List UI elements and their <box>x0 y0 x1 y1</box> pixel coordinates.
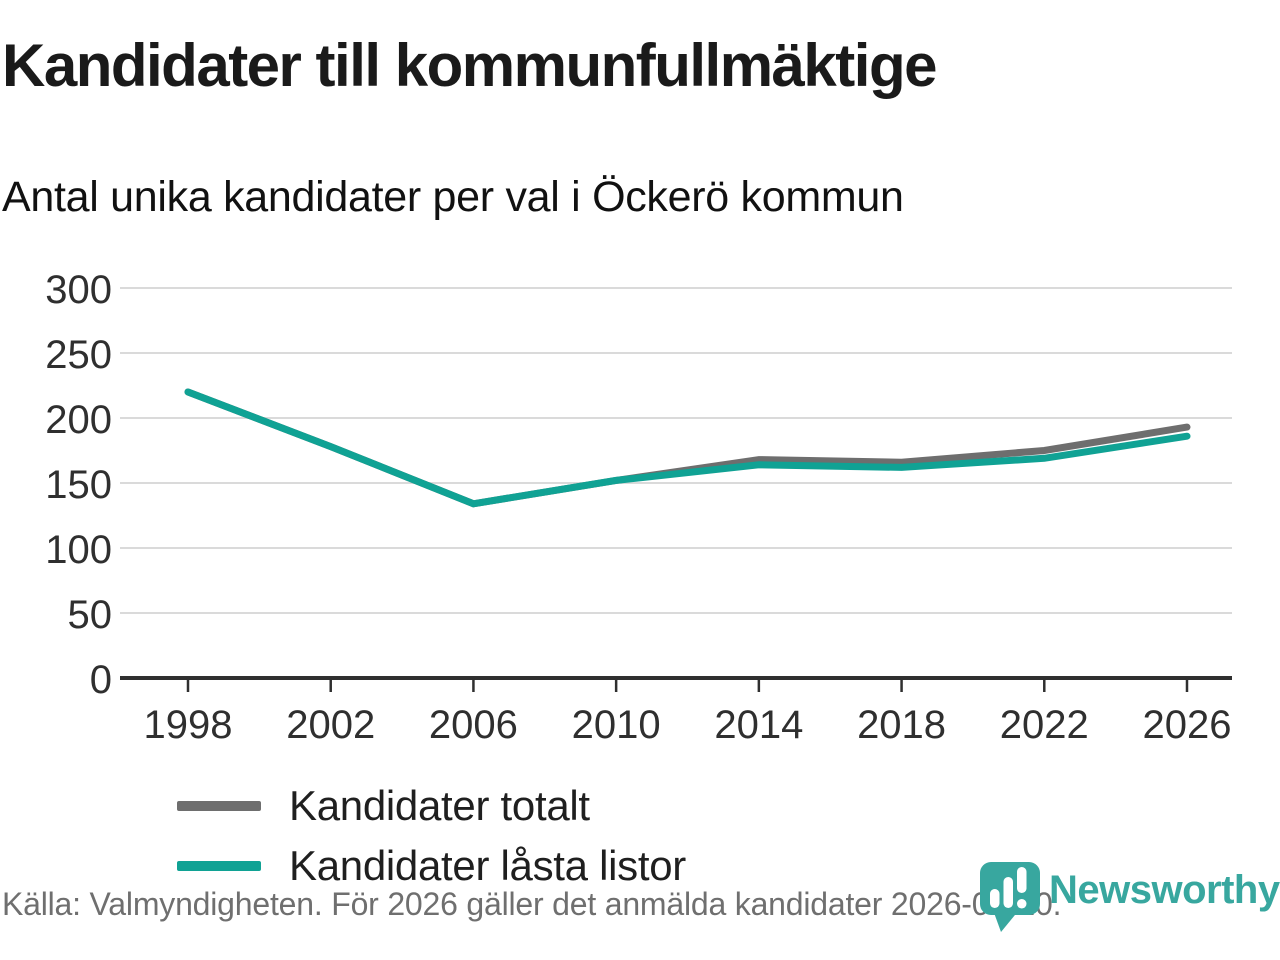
line-chart: 0 50 100 150 200 250 300 1998 2002 2006 2010 2014 20… <box>0 250 1280 889</box>
chart-subtitle: Antal unika kandidater per val i Öckerö … <box>2 173 904 221</box>
legend-swatch-lasta-listor <box>177 861 261 871</box>
chart-legend: Kandidater totalt Kandidater låsta listo… <box>177 776 686 896</box>
newsworthy-brand-text: Newsworthy <box>1049 868 1280 912</box>
svg-text:50: 50 <box>68 593 113 637</box>
svg-text:2006: 2006 <box>429 703 518 747</box>
newsworthy-logo: Newsworthy <box>979 862 1280 933</box>
chart-title: Kandidater till kommunfullmäktige <box>2 32 937 99</box>
svg-text:2010: 2010 <box>572 703 661 747</box>
svg-text:100: 100 <box>45 528 112 572</box>
svg-text:300: 300 <box>45 268 112 312</box>
svg-text:2014: 2014 <box>714 703 803 747</box>
svg-text:200: 200 <box>45 398 112 442</box>
svg-text:2026: 2026 <box>1143 703 1232 747</box>
svg-text:2018: 2018 <box>857 703 946 747</box>
svg-text:2002: 2002 <box>286 703 375 747</box>
chart-plot-area: 0 50 100 150 200 250 300 1998 2002 2006 2010 2014 20… <box>45 268 1232 747</box>
newsworthy-pin-icon <box>980 862 1040 932</box>
legend-swatch-totalt <box>177 801 261 811</box>
svg-text:0: 0 <box>90 658 112 702</box>
legend-item-totalt: Kandidater totalt <box>177 776 686 836</box>
svg-text:1998: 1998 <box>144 703 233 747</box>
source-note: Källa: Valmyndigheten. För 2026 gäller d… <box>2 886 1062 922</box>
legend-item-lasta-listor: Kandidater låsta listor <box>177 836 686 896</box>
svg-text:250: 250 <box>45 333 112 377</box>
legend-label-totalt: Kandidater totalt <box>289 782 590 829</box>
svg-text:2022: 2022 <box>1000 703 1089 747</box>
legend-label-lasta-listor: Kandidater låsta listor <box>289 842 686 889</box>
svg-text:150: 150 <box>45 463 112 507</box>
